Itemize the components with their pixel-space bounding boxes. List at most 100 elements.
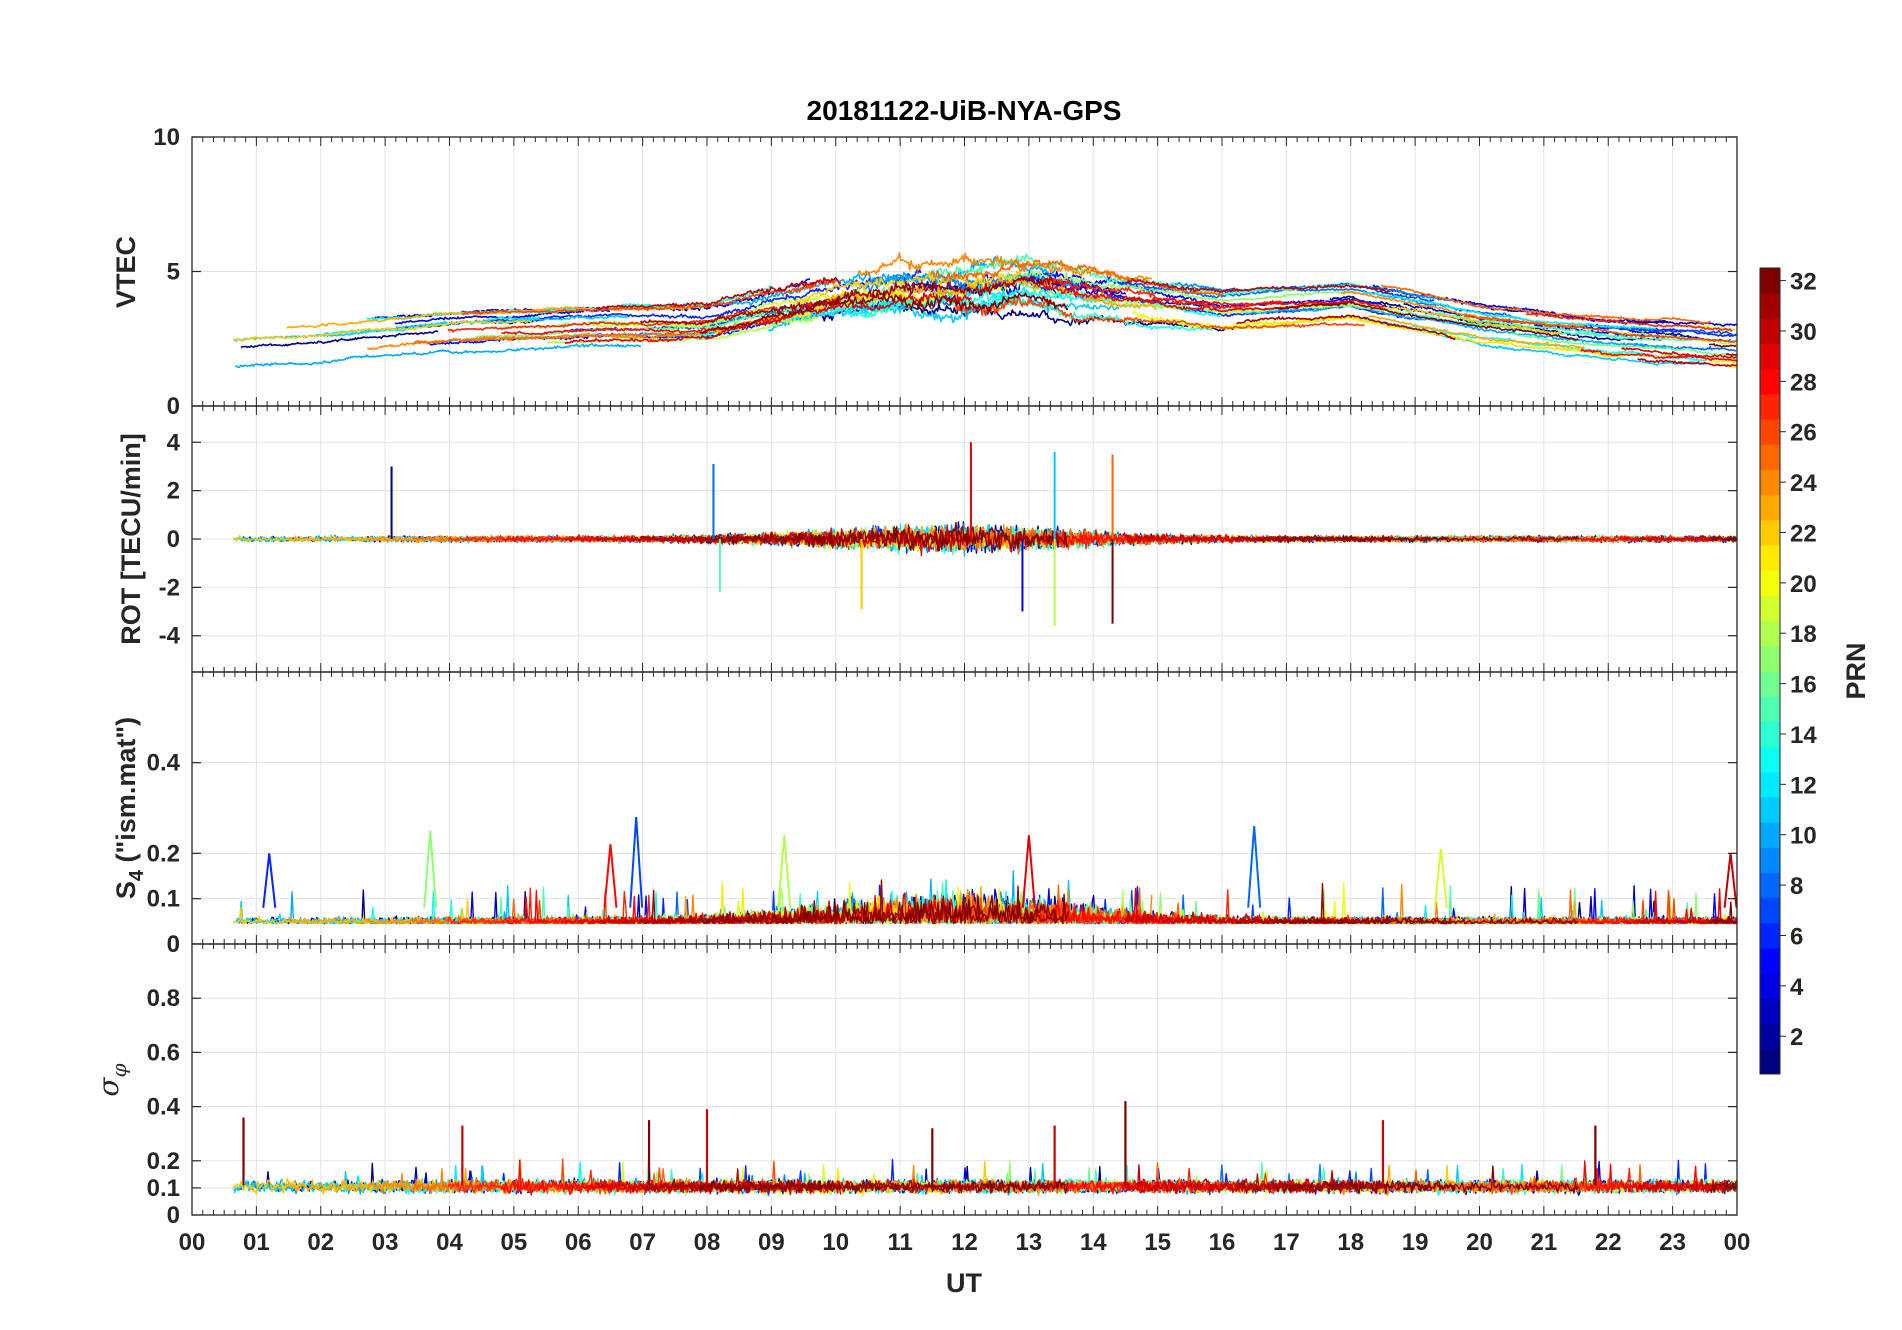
y-tick-label: 0 xyxy=(167,393,180,420)
vtec-series-line xyxy=(1725,352,1737,357)
s4-peak xyxy=(629,817,644,908)
vtec-ylabel: VTEC xyxy=(111,236,141,308)
y-tick-label: 5 xyxy=(167,259,180,286)
vtec-series-line xyxy=(1275,300,1579,341)
sigma-phi-y-ticks: 00.10.2 0.4 0.6 0.8 xyxy=(147,985,1737,1229)
x-tick-label: 02 xyxy=(307,1229,334,1256)
y-tick-label: 0.2 xyxy=(147,1148,180,1175)
x-tick-label: 08 xyxy=(694,1229,721,1256)
y-tick-label: 0 xyxy=(167,931,180,958)
s4-peak xyxy=(1021,835,1036,908)
y-tick-label: 0 xyxy=(167,526,180,553)
x-tick-label: 00 xyxy=(179,1229,206,1256)
colorbar-tick-label: 4 xyxy=(1790,974,1804,1001)
x-tick-label: 22 xyxy=(1595,1229,1622,1256)
vtec-series-line xyxy=(240,330,439,349)
x-tick-label: 09 xyxy=(758,1229,785,1256)
s4-series-line xyxy=(1708,901,1737,925)
vtec-series-line xyxy=(1380,284,1712,324)
vtec-series-line xyxy=(1690,324,1737,332)
x-tick-label: 10 xyxy=(822,1229,849,1256)
vtec-series-line xyxy=(1637,358,1737,368)
x-tick-label: 06 xyxy=(565,1229,592,1256)
vtec-series-line xyxy=(1236,314,1456,341)
s4-series-line xyxy=(1126,910,1391,925)
vtec-series-line xyxy=(1244,316,1625,359)
colorbar-tick-label: 6 xyxy=(1790,923,1803,950)
x-tick-label: 14 xyxy=(1080,1229,1107,1256)
s4-peak xyxy=(423,830,438,908)
y-tick-label: 0.6 xyxy=(147,1039,180,1066)
colorbar-tick-label: 2 xyxy=(1790,1024,1803,1051)
rot-ylabel: ROT [TECU/min] xyxy=(116,433,146,644)
s4-series xyxy=(232,817,1737,925)
sigma-phi-panel: 00.10.2 0.4 0.6 0.8 σφ xyxy=(92,944,1737,1229)
x-axis-ticks: 00 01 02 03 04 05 06 07 08 09 10 11 12 13 14 15 16 17 18 19… xyxy=(179,1229,1751,1256)
vtec-series-line xyxy=(235,343,642,369)
y-tick-label: 0.2 xyxy=(147,840,180,867)
vtec-series-line xyxy=(792,284,1032,321)
vtec-series-line xyxy=(501,297,842,336)
x-tick-label: 16 xyxy=(1209,1229,1236,1256)
colorbar-tick-label: 24 xyxy=(1790,470,1817,497)
vtec-series-line xyxy=(1511,332,1737,357)
s4-peak xyxy=(603,844,618,908)
sigma-phi-series-line xyxy=(699,1179,1069,1195)
colorbar-tick-label: 18 xyxy=(1790,621,1817,648)
vtec-series-line xyxy=(595,276,842,310)
rot-series-line xyxy=(1637,534,1737,543)
sigma-phi-series xyxy=(232,1101,1737,1197)
vtec-series-line xyxy=(1126,278,1391,294)
x-tick-label: 11 xyxy=(887,1229,912,1256)
vtec-series-line xyxy=(1329,295,1664,342)
colorbar-tick-label: 10 xyxy=(1790,823,1817,850)
vtec-series-line xyxy=(412,331,683,345)
y-tick-label: 0.8 xyxy=(147,985,180,1012)
sigma-phi-series-line xyxy=(1235,1179,1456,1195)
x-tick-label: 01 xyxy=(243,1229,270,1256)
colorbar-tick-label: 22 xyxy=(1790,520,1817,547)
vtec-series-line xyxy=(1362,290,1657,330)
rot-series xyxy=(232,442,1737,627)
sigma-phi-ylabel: σφ xyxy=(92,1063,131,1096)
s4-peak xyxy=(1247,826,1262,908)
vtec-series-line xyxy=(1450,298,1737,327)
y-tick-label: 0.4 xyxy=(147,750,181,777)
y-tick-label: 0.1 xyxy=(147,886,180,913)
vtec-series-line xyxy=(1601,325,1737,337)
x-tick-label: 04 xyxy=(436,1229,463,1256)
x-tick-label: 03 xyxy=(372,1229,399,1256)
vtec-series-line xyxy=(1709,359,1737,364)
y-tick-label: 2 xyxy=(167,478,180,505)
colorbar-tick-label: 16 xyxy=(1790,672,1817,699)
rot-y-ticks: -4 -2 0 2 4 xyxy=(159,429,1737,650)
rot-series-line xyxy=(699,521,1069,552)
s4-series-line xyxy=(699,893,1069,925)
vtec-series-line xyxy=(1621,347,1737,359)
s4-panel: 0 0.1 0.2 0.4 S4 ("ism.mat") xyxy=(111,672,1737,958)
rot-series-line xyxy=(1708,535,1737,542)
s4-series-line xyxy=(1274,915,1579,925)
vtec-series xyxy=(232,252,1737,370)
colorbar-label: PRN xyxy=(1841,642,1871,699)
colorbar-tick-label: 8 xyxy=(1790,873,1803,900)
vtec-series-line xyxy=(1580,348,1737,362)
colorbar-tick-label: 30 xyxy=(1790,319,1817,346)
x-axis-label: UT xyxy=(946,1268,982,1298)
x-tick-label: 00 xyxy=(1724,1229,1751,1256)
rot-series-line xyxy=(1126,533,1391,544)
vtec-series-line xyxy=(1340,290,1587,328)
colorbar-tick-label: 28 xyxy=(1790,369,1817,396)
vtec-series-line xyxy=(955,296,1365,331)
y-tick-label: 0 xyxy=(167,1202,180,1229)
vtec-series-line xyxy=(1368,315,1586,350)
x-tick-label: 05 xyxy=(501,1229,528,1256)
vtec-series-line xyxy=(1464,315,1737,344)
x-tick-label: 18 xyxy=(1337,1229,1364,1256)
vtec-series-line xyxy=(1708,343,1737,348)
panel-frames xyxy=(191,136,1738,1216)
vtec-series-line xyxy=(699,291,1069,334)
